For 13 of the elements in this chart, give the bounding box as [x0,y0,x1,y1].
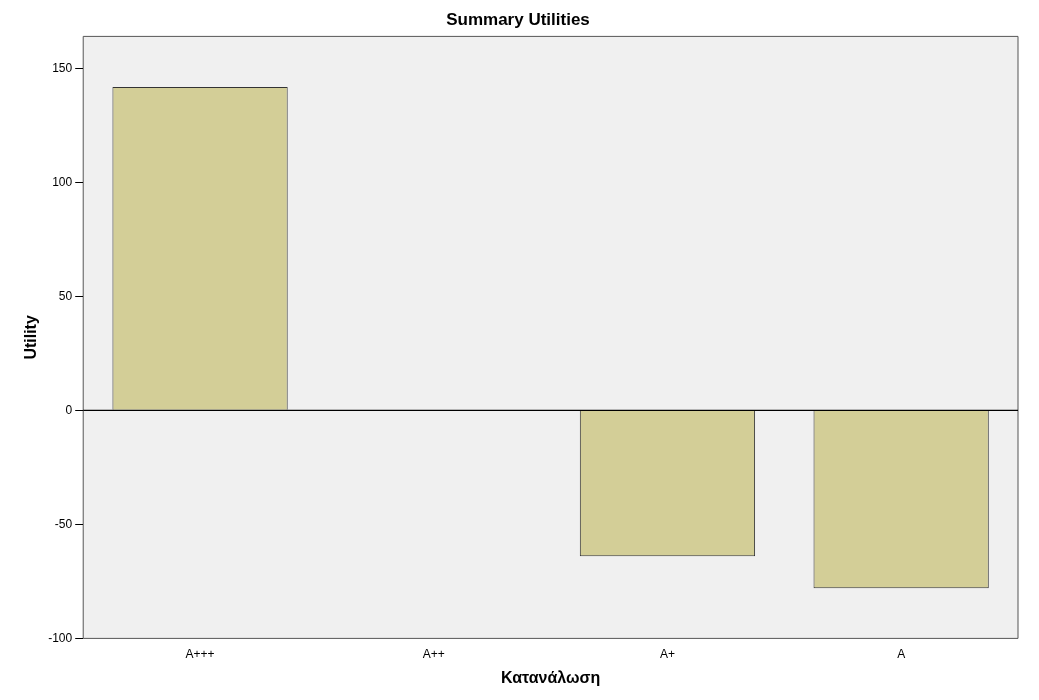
x-tick-label: A+++ [185,646,215,661]
x-axis-title: Κατανάλωση [500,668,601,686]
y-tick-label: -100 [48,630,73,645]
y-tick-label: -50 [54,516,73,531]
y-tick-label: 50 [58,288,73,303]
y-tick-label: 100 [52,174,73,189]
x-tick-label: A+ [659,646,675,661]
y-tick-label: 150 [52,60,73,75]
chart-title: Summary Utilities [446,9,590,29]
x-tick-label: A++ [422,646,445,661]
y-axis-title: Utility [22,315,40,360]
x-tick-label: A [897,646,906,661]
y-tick-label: 0 [65,402,73,417]
